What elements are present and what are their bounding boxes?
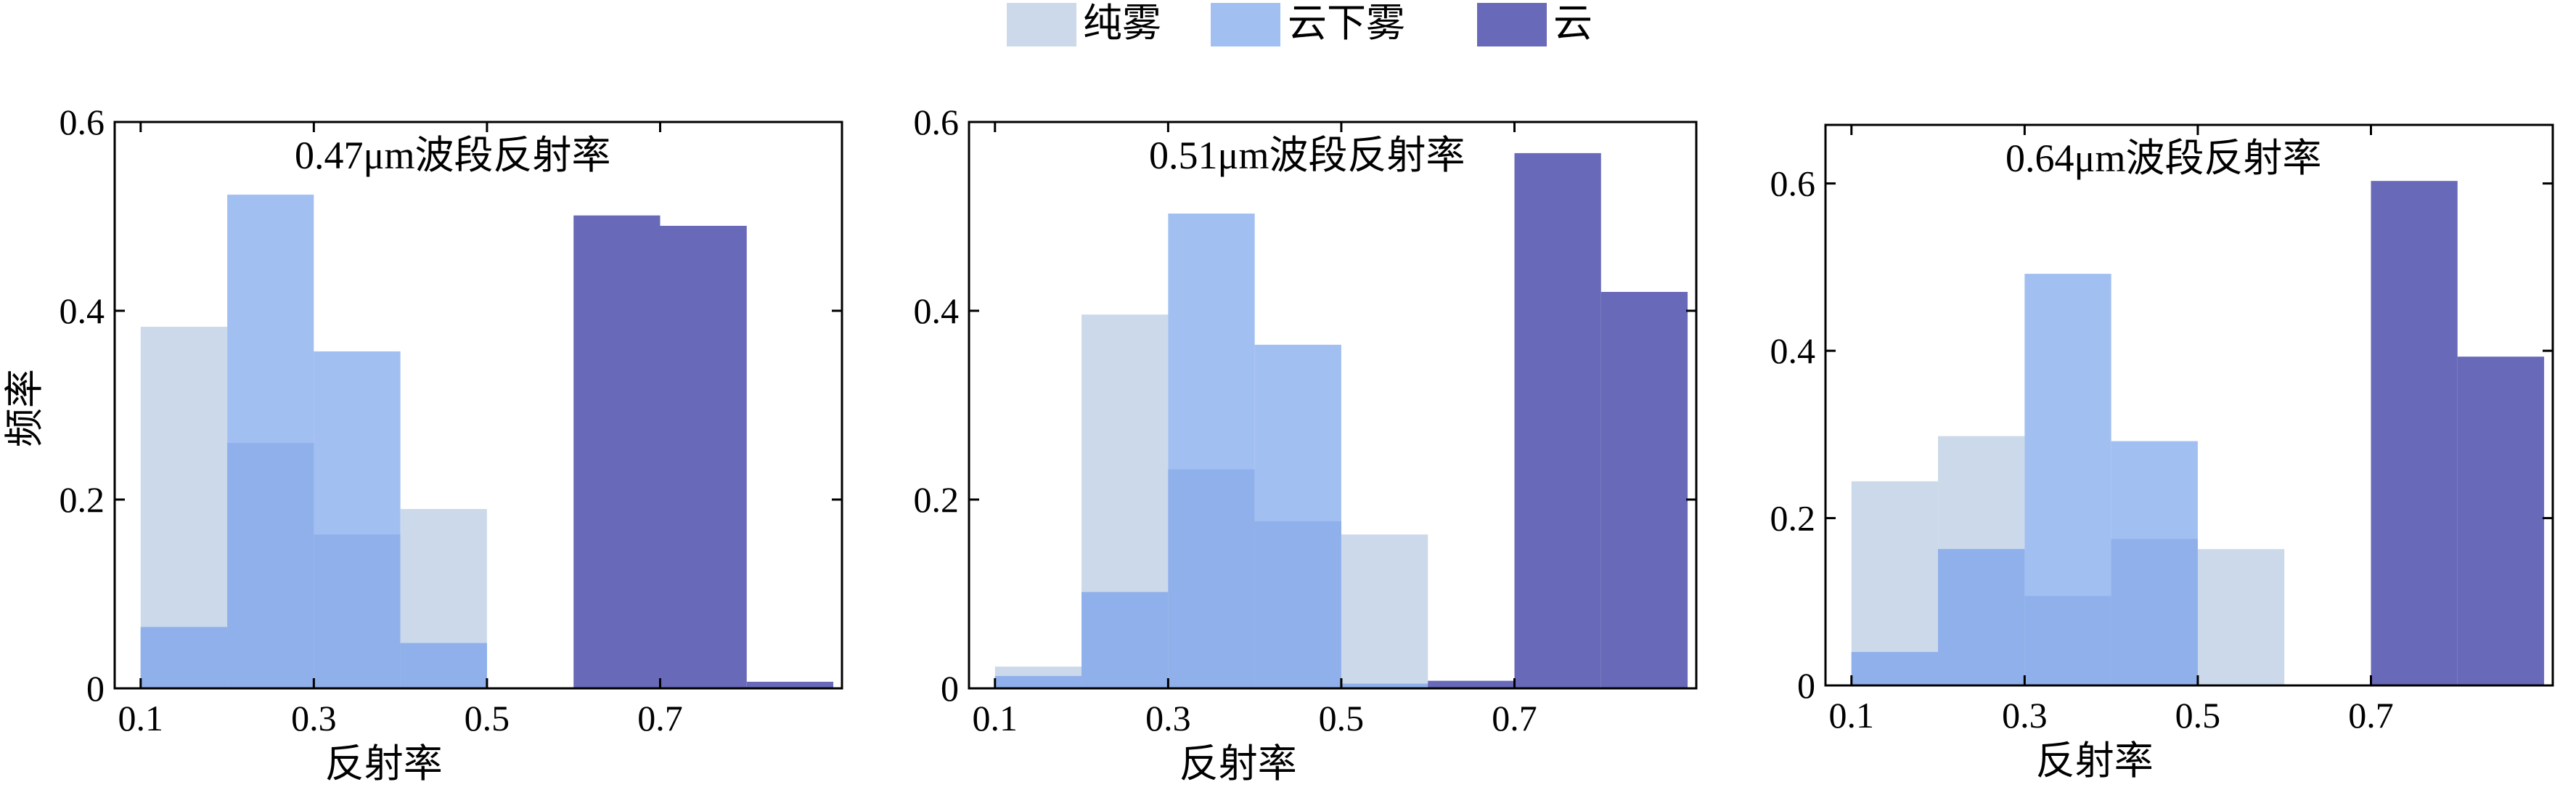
y-tick-label: 0.4 [1770, 330, 1816, 371]
y-tick-label: 0.2 [914, 479, 960, 520]
legend-item-fog-under-cloud: 云下雾 [1211, 1, 1405, 46]
bar-cloud-bin-6 [573, 215, 661, 688]
x-tick-label: 0.5 [465, 698, 510, 738]
legend-item-pure-fog: 纯雾 [1007, 1, 1161, 46]
plot-frame [968, 121, 1698, 690]
bar-overlap-bin-1 [1851, 651, 1939, 685]
bar-overlap-bin-3 [1168, 469, 1255, 688]
y-tick-label: 0.2 [1770, 498, 1816, 539]
bar-cloud-bin-7 [2371, 181, 2458, 685]
legend-swatch-cloud [1477, 3, 1547, 46]
x-tick-label: 0.7 [1492, 698, 1537, 738]
bar-cloud-bin-7 [1514, 152, 1601, 688]
panel-title: 0.64μm波段反射率 [2005, 137, 2321, 180]
x-tick-label: 0.3 [1145, 698, 1191, 738]
legend-label-pure-fog: 纯雾 [1083, 1, 1161, 45]
legend-label-fog-under-cloud: 云下雾 [1288, 1, 1405, 45]
y-tick-label: 0.2 [60, 479, 105, 520]
bar-overlap-bin-3 [314, 534, 401, 688]
y-tick-label: 0 [941, 668, 959, 709]
bar-pure-fog-bin-5 [1341, 534, 1428, 688]
bar-pure-fog-bin-5 [2197, 549, 2285, 685]
legend-item-cloud: 云 [1477, 1, 1592, 46]
y-tick-label: 0 [86, 668, 105, 709]
bar-overlap-bin-2 [227, 443, 314, 688]
x-axis-label: 反射率 [1179, 742, 1297, 786]
bar-overlap-bin-1 [994, 676, 1082, 688]
x-axis-label: 反射率 [325, 742, 443, 786]
x-tick-label: 0.5 [1319, 698, 1365, 738]
x-tick-label: 0.5 [2175, 695, 2221, 736]
x-tick-label: 0.1 [118, 698, 164, 738]
y-tick-label: 0.6 [60, 102, 105, 142]
x-tick-label: 0.1 [1829, 695, 1875, 736]
x-tick-label: 0.3 [291, 698, 337, 738]
bar-overlap-bin-4 [2111, 539, 2198, 685]
bar-cloud-bin-8 [2457, 357, 2545, 685]
legend-swatch-pure-fog [1007, 3, 1076, 46]
x-tick-label: 0.7 [637, 698, 683, 738]
bar-overlap-bin-4 [1254, 521, 1341, 688]
y-axis-label: 频率 [3, 369, 46, 447]
x-axis-label: 反射率 [2036, 739, 2154, 783]
bar-overlap-bin-1 [140, 627, 228, 688]
panel-title: 0.51μm波段反射率 [1149, 134, 1465, 177]
bar-cloud-bin-7 [660, 226, 747, 688]
bar-overlap-bin-2 [1938, 549, 2025, 685]
bar-overlap-bin-5 [1341, 683, 1428, 688]
x-tick-label: 0.7 [2348, 695, 2394, 736]
bar-overlap-bin-2 [1081, 592, 1169, 688]
legend: 纯雾 云下雾 云 [1007, 1, 1592, 46]
y-tick-label: 0 [1797, 665, 1815, 706]
x-tick-label: 0.3 [2002, 695, 2048, 736]
y-tick-label: 0.6 [914, 102, 960, 142]
panel-title: 0.47μm波段反射率 [295, 134, 610, 177]
bar-cloud-bin-6 [1428, 680, 1515, 688]
y-tick-label: 0.6 [1770, 163, 1816, 204]
plot-frame [1824, 123, 2554, 687]
bar-overlap-bin-3 [2024, 595, 2111, 685]
legend-label-cloud: 云 [1553, 1, 1592, 45]
bar-cloud-bin-8 [1600, 292, 1688, 688]
bar-overlap-bin-4 [400, 643, 487, 688]
legend-swatch-fog-under-cloud [1211, 3, 1280, 46]
bar-pure-fog-bin-1 [1851, 481, 1939, 685]
x-tick-label: 0.1 [973, 698, 1018, 738]
y-tick-label: 0.4 [60, 290, 105, 331]
bar-cloud-bin-8 [746, 681, 834, 688]
plot-frame [113, 121, 843, 690]
y-tick-label: 0.4 [914, 290, 960, 331]
